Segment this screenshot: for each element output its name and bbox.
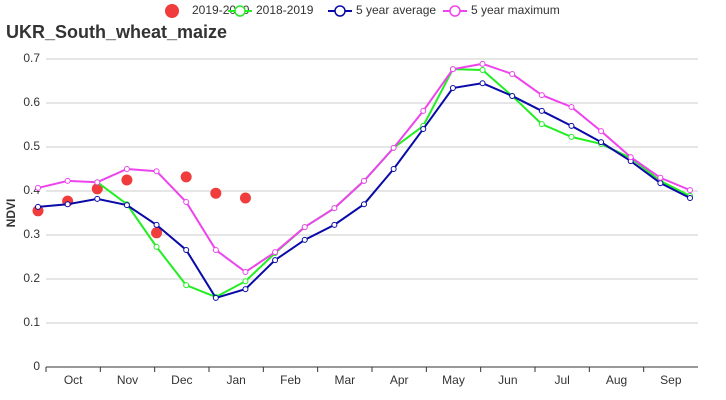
data-point xyxy=(361,201,367,208)
data-point xyxy=(538,121,545,128)
legend-marker xyxy=(334,5,346,17)
data-point xyxy=(153,221,160,228)
data-point xyxy=(64,177,71,184)
y-tick-label: 0 xyxy=(33,359,40,373)
x-tick-label: Jun xyxy=(498,373,517,387)
data-point xyxy=(627,154,634,161)
legend-marker xyxy=(234,5,246,17)
y-axis-label: NDVI xyxy=(4,199,18,228)
data-point xyxy=(568,133,575,140)
x-tick-label: Sep xyxy=(660,373,682,387)
data-point xyxy=(479,80,486,87)
data-point xyxy=(180,171,192,183)
x-tick-label: Apr xyxy=(390,373,409,387)
data-point xyxy=(390,166,397,172)
legend-label: 5 year average xyxy=(356,3,436,17)
x-tick-label: Dec xyxy=(171,373,192,387)
data-point xyxy=(568,122,575,129)
data-point xyxy=(598,128,605,135)
data-point xyxy=(183,246,190,253)
data-point xyxy=(91,183,103,195)
data-point xyxy=(449,85,456,92)
data-point xyxy=(420,107,427,114)
data-point xyxy=(239,192,251,204)
data-point xyxy=(153,168,160,175)
chart-title: UKR_South_wheat_maize xyxy=(6,22,227,42)
legend-label: 5 year maximum xyxy=(471,3,560,17)
data-point xyxy=(509,92,516,99)
data-point xyxy=(687,195,693,202)
data-point xyxy=(183,282,190,289)
data-point xyxy=(242,278,249,285)
data-point xyxy=(687,187,693,194)
data-point xyxy=(331,205,338,212)
x-tick-label: May xyxy=(442,373,465,387)
data-point xyxy=(123,166,130,172)
y-tick-label: 0.6 xyxy=(23,95,40,109)
data-point xyxy=(210,187,222,199)
data-point xyxy=(121,174,133,186)
data-point xyxy=(420,125,427,132)
data-point xyxy=(32,205,44,217)
data-point xyxy=(242,268,249,275)
data-point xyxy=(568,103,575,110)
x-tick-label: Aug xyxy=(606,373,627,387)
data-point xyxy=(35,203,41,210)
data-point xyxy=(331,221,338,228)
data-point xyxy=(212,246,219,253)
data-point xyxy=(301,224,308,231)
data-point xyxy=(509,70,516,77)
x-tick-label: Jan xyxy=(226,373,245,387)
data-point xyxy=(657,174,664,181)
data-point xyxy=(538,92,545,99)
x-tick-label: Oct xyxy=(64,373,83,387)
data-point xyxy=(449,66,456,73)
x-tick-label: Nov xyxy=(117,373,138,387)
data-point xyxy=(301,236,308,243)
data-point xyxy=(538,107,545,114)
data-point xyxy=(94,195,101,202)
x-tick-label: Jul xyxy=(554,373,569,387)
y-tick-label: 0.1 xyxy=(23,315,40,329)
data-point xyxy=(64,201,71,208)
y-tick-label: 0.7 xyxy=(23,51,40,65)
data-point xyxy=(153,243,160,250)
series-line xyxy=(37,62,691,274)
legend-label: 2018-2019 xyxy=(256,3,314,17)
data-point xyxy=(272,257,279,264)
data-point xyxy=(242,286,249,293)
data-point xyxy=(151,227,163,239)
data-point xyxy=(479,60,486,67)
data-point xyxy=(390,144,397,151)
data-point xyxy=(272,249,279,256)
data-point xyxy=(598,139,605,146)
data-point xyxy=(657,180,664,187)
data-point xyxy=(35,184,41,191)
data-point xyxy=(123,202,130,209)
data-point xyxy=(183,199,190,205)
data-point xyxy=(479,67,486,73)
data-point xyxy=(94,179,101,186)
y-tick-label: 0.5 xyxy=(23,139,40,153)
y-tick-label: 0.2 xyxy=(23,271,40,285)
data-point xyxy=(212,294,219,301)
x-tick-label: Mar xyxy=(334,373,355,387)
legend-marker xyxy=(165,4,179,18)
x-tick-label: Feb xyxy=(280,373,301,387)
y-tick-label: 0.3 xyxy=(23,227,40,241)
data-point xyxy=(361,177,367,184)
legend-marker xyxy=(449,5,461,17)
